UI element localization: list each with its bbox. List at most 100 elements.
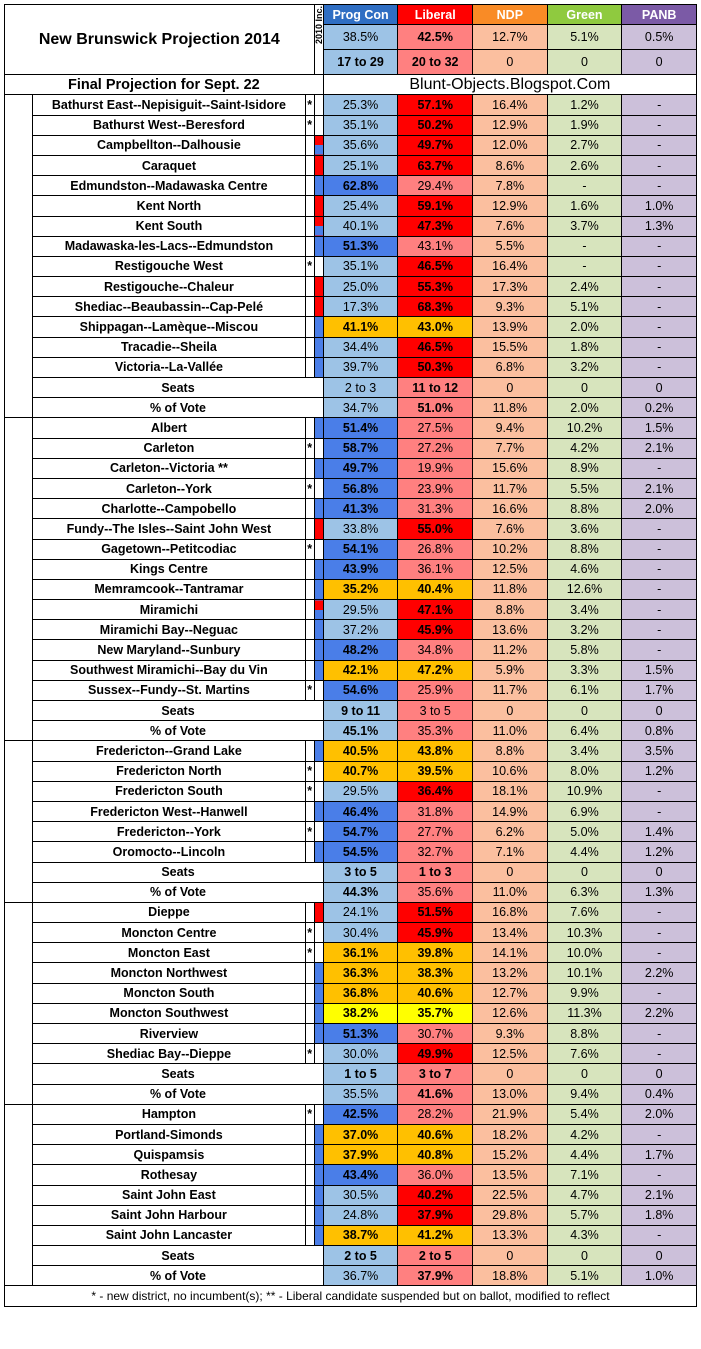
table-row: Sussex--Fundy--St. Martins * 54.6% 25.9% 11.… [5,679,697,702]
riding-name: Moncton Northwest [32,962,306,984]
riding-name: Hampton [32,1103,306,1125]
vote-row-label: % of Vote [32,720,324,742]
value-panb: 1.2% [621,841,697,863]
incumbent-indicator [313,780,324,802]
value-liberal: 51.5% [397,901,474,924]
value-green: 10.2% [546,417,623,439]
new-district-marker [304,619,315,641]
riding-name: Edmundston--Madawaska Centre [32,175,306,197]
seats-row-ndp: 0 [472,861,548,883]
new-district-marker [304,659,315,681]
new-district-marker [304,962,315,984]
vote-row-green: 6.4% [546,720,623,742]
incumbent-indicator [313,114,324,136]
value-prog-con: 51.3% [322,235,399,257]
value-green: 11.3% [546,1002,623,1025]
table-row: Rural FrancophoneBathurst East--Nepisigu… [3,94,697,419]
incumbent-indicator [313,841,324,863]
vote-row: % of Vote 44.3% 35.6% 11.0% 6.3% 1.3% [5,881,697,903]
new-district-marker [304,336,315,358]
riding-name: Oromocto--Lincoln [32,841,306,863]
value-green: 7.1% [546,1164,623,1186]
seats-row-prog-con: 2 to 5 [322,1245,399,1267]
incumbent-indicator [313,800,324,823]
new-district-marker: * [304,538,315,560]
province-vote-panb: 0.5% [621,24,697,51]
value-ndp: 21.9% [472,1103,548,1125]
seats-row-panb: 0 [621,376,697,399]
value-liberal: 57.1% [397,94,474,116]
value-ndp: 6.2% [472,821,548,843]
value-liberal: 35.7% [397,1002,474,1025]
value-ndp: 11.8% [472,578,548,601]
value-prog-con: 35.1% [322,114,399,136]
value-green: 1.6% [546,195,623,217]
value-ndp: 8.6% [472,154,548,177]
value-green: 12.6% [546,578,623,601]
table-row: Miramichi 29.5% 47.1% 8.8% 3.4% - [5,599,697,621]
value-panb: - [621,296,697,318]
value-panb: 1.3% [621,215,697,237]
riding-name: Campbellton--Dalhousie [32,134,306,156]
value-liberal: 47.3% [397,215,474,237]
value-green: 3.3% [546,659,623,681]
value-liberal: 40.6% [397,982,474,1004]
value-prog-con: 51.3% [322,1022,399,1045]
value-prog-con: 36.8% [322,982,399,1004]
value-panb: 1.5% [621,417,697,439]
new-district-marker: * [304,255,315,278]
value-green: 3.7% [546,215,623,237]
value-panb: - [621,457,697,479]
riding-name: Carleton--Victoria ** [32,457,306,479]
value-panb: - [621,1123,697,1146]
value-liberal: 40.2% [397,1184,474,1206]
incumbent-indicator [313,1103,324,1125]
new-district-marker [304,1002,315,1025]
value-ndp: 8.8% [472,740,548,762]
value-prog-con: 34.4% [322,336,399,358]
table-row: Shediac--Beaubassin--Cap-Pelé 17.3% 68.3% 9… [5,296,697,318]
incumbent-indicator [313,356,324,379]
riding-name: Miramichi [32,599,306,621]
value-panb: - [621,901,697,924]
value-panb: - [621,800,697,823]
value-ndp: 16.8% [472,901,548,924]
table-row: Kings Centre 43.9% 36.1% 12.5% 4.6% - [5,558,697,580]
vote-row-panb: 0.4% [621,1083,697,1105]
header-prog-con: Prog Con [322,3,399,26]
value-prog-con: 25.3% [322,94,399,116]
value-panb: - [621,1043,697,1065]
table-row: Oromocto--Lincoln 54.5% 32.7% 7.1% 4.4% 1.2% [5,841,697,863]
value-ndp: 22.5% [472,1184,548,1206]
value-prog-con: 43.4% [322,1164,399,1186]
riding-name: Sussex--Fundy--St. Martins [32,679,306,702]
value-ndp: 10.2% [472,538,548,560]
value-ndp: 16.6% [472,498,548,520]
value-panb: 1.7% [621,1144,697,1166]
value-prog-con: 37.2% [322,619,399,641]
new-district-marker [304,1184,315,1206]
table-row: Moncton Southwest 38.2% 35.7% 12.6% 11.3% 2.2… [5,1002,697,1025]
value-ndp: 5.9% [472,659,548,681]
value-green: 5.4% [546,1103,623,1125]
value-ndp: 7.6% [472,215,548,237]
incumbent-indicator [313,962,324,984]
new-district-marker: * [304,114,315,136]
value-prog-con: 43.9% [322,558,399,580]
value-panb: - [621,599,697,621]
incumbent-indicator [313,922,324,944]
table-row: Riverview 51.3% 30.7% 9.3% 8.8% - [5,1022,697,1045]
value-green: 3.2% [546,356,623,379]
value-prog-con: 54.1% [322,538,399,560]
riding-name: Tracadie--Sheila [32,336,306,358]
vote-row-prog-con: 44.3% [322,881,399,903]
value-liberal: 49.9% [397,1043,474,1065]
blog-url[interactable]: Blunt-Objects.Blogspot.Com [322,74,698,96]
riding-name: Southwest Miramichi--Bay du Vin [32,659,306,681]
value-liberal: 43.8% [397,740,474,762]
value-ndp: 12.5% [472,558,548,580]
riding-name: Restigouche--Chaleur [32,276,306,298]
value-ndp: 7.8% [472,175,548,197]
table-row: Campbellton--Dalhousie 35.6% 49.7% 12.0% 2.7… [5,134,697,156]
